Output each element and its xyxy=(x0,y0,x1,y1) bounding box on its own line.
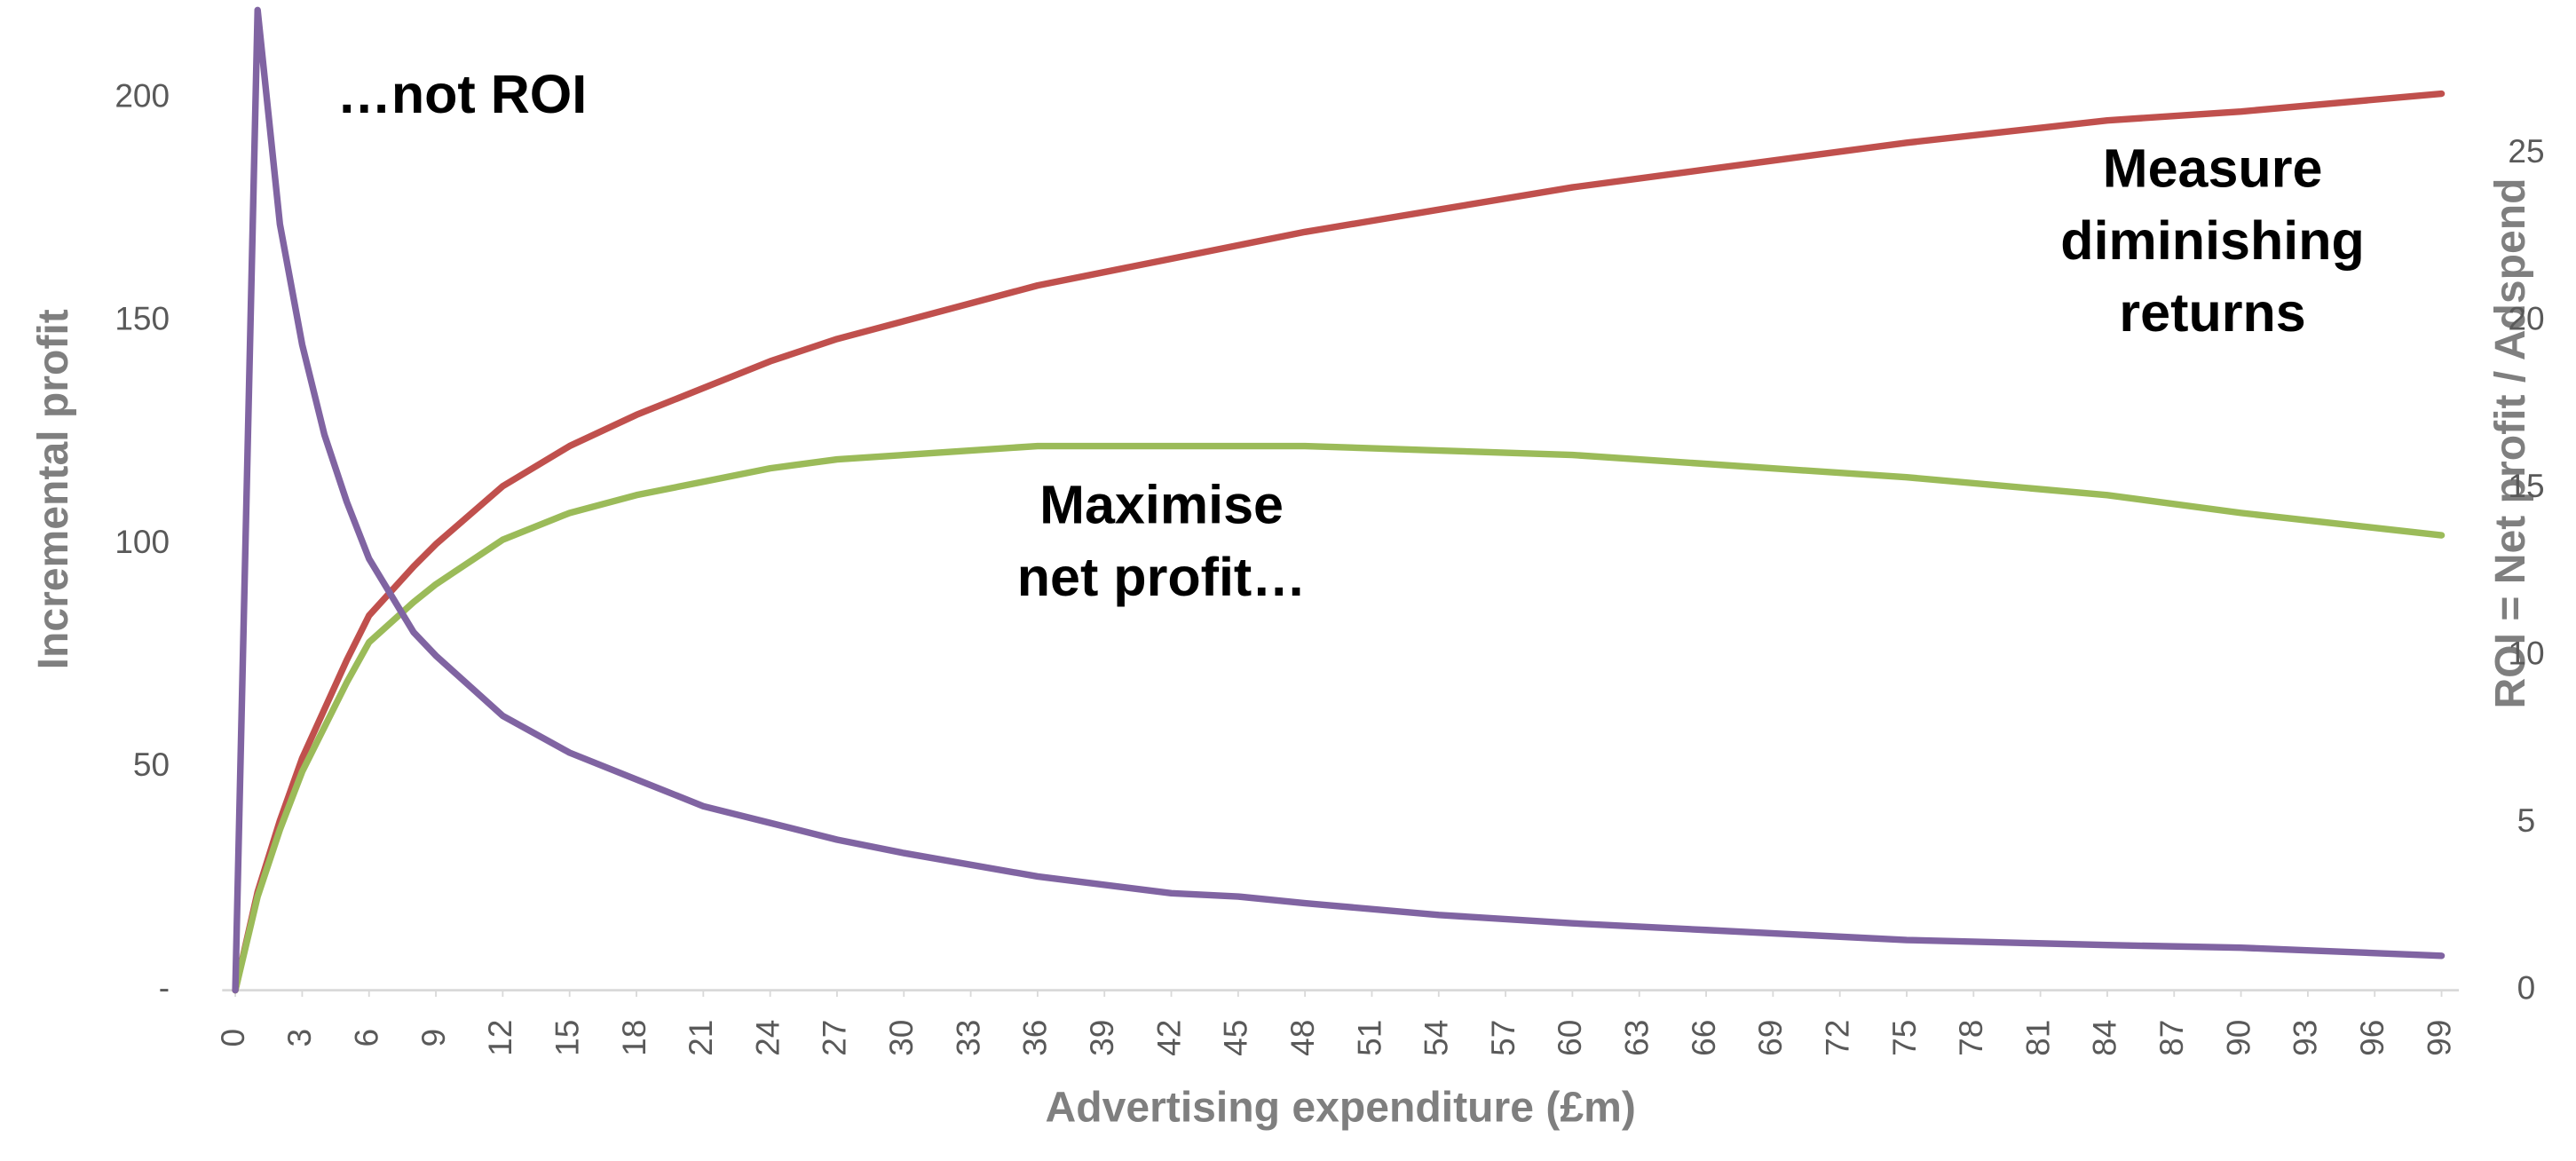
annotation: Measure xyxy=(2103,138,2323,198)
y2-tick-label: 15 xyxy=(2508,468,2544,504)
series-line xyxy=(232,90,2446,994)
x-tick-label: 45 xyxy=(1218,1020,1254,1056)
y-tick-label: 50 xyxy=(133,746,170,783)
series-line xyxy=(232,6,2446,994)
y-axis-title: Incremental profit xyxy=(29,309,77,669)
x-tick-label: 39 xyxy=(1084,1020,1120,1056)
annotation: diminishing xyxy=(2060,210,2365,271)
x-tick-label: 75 xyxy=(1886,1020,1923,1056)
y2-tick-label: 25 xyxy=(2508,133,2544,170)
x-tick-label: 48 xyxy=(1284,1020,1321,1056)
y-tick-label: 100 xyxy=(115,524,170,560)
x-tick-label: 69 xyxy=(1752,1020,1789,1056)
x-tick-label: 72 xyxy=(1819,1020,1855,1056)
y2-tick-label: 5 xyxy=(2517,802,2536,839)
x-tick-label: 12 xyxy=(482,1020,518,1056)
x-tick-label: 15 xyxy=(549,1020,585,1056)
annotation: Maximise xyxy=(1039,475,1284,535)
x-tick-label: 60 xyxy=(1552,1020,1588,1056)
x-tick-label: 0 xyxy=(215,1029,251,1047)
annotation: net profit… xyxy=(1017,547,1307,607)
x-tick-label: 51 xyxy=(1351,1020,1387,1056)
y-tick-label: 150 xyxy=(115,301,170,337)
y2-axis-title: ROI = Net profit / Adspend xyxy=(2486,178,2534,708)
y-tick-label: 200 xyxy=(115,77,170,114)
y2-tick-label: 10 xyxy=(2508,635,2544,671)
x-tick-label: 33 xyxy=(950,1020,986,1056)
x-tick-label: 93 xyxy=(2288,1020,2324,1056)
x-tick-label: 81 xyxy=(2019,1020,2056,1056)
x-tick-label: 84 xyxy=(2087,1020,2123,1056)
y2-tick-label: 20 xyxy=(2508,301,2544,337)
y2-tick-label: 0 xyxy=(2517,969,2536,1006)
x-tick-label: 57 xyxy=(1485,1020,1521,1056)
x-tick-label: 87 xyxy=(2153,1020,2190,1056)
annotation: …not ROI xyxy=(337,64,587,124)
x-tick-label: 3 xyxy=(281,1029,318,1047)
x-tick-label: 36 xyxy=(1017,1020,1054,1056)
x-tick-label: 18 xyxy=(616,1020,652,1056)
x-tick-label: 6 xyxy=(349,1029,385,1047)
x-tick-label: 90 xyxy=(2220,1020,2256,1056)
annotation: returns xyxy=(2119,282,2305,343)
series-line xyxy=(232,442,2446,994)
x-axis-title: Advertising expenditure (£m) xyxy=(1045,1083,1635,1131)
x-tick-label: 66 xyxy=(1686,1020,1722,1056)
x-tick-label: 78 xyxy=(1953,1020,1989,1056)
x-tick-label: 54 xyxy=(1418,1020,1455,1056)
x-tick-label: 63 xyxy=(1619,1020,1655,1056)
x-tick-label: 24 xyxy=(749,1020,786,1056)
x-tick-label: 21 xyxy=(683,1020,719,1056)
x-tick-label: 99 xyxy=(2421,1020,2457,1056)
x-tick-label: 30 xyxy=(883,1020,920,1056)
y-tick-label: - xyxy=(159,969,170,1006)
x-tick-label: 9 xyxy=(415,1029,452,1047)
x-tick-label: 42 xyxy=(1150,1020,1187,1056)
x-tick-label: 27 xyxy=(817,1020,853,1056)
x-tick-label: 96 xyxy=(2354,1020,2390,1056)
